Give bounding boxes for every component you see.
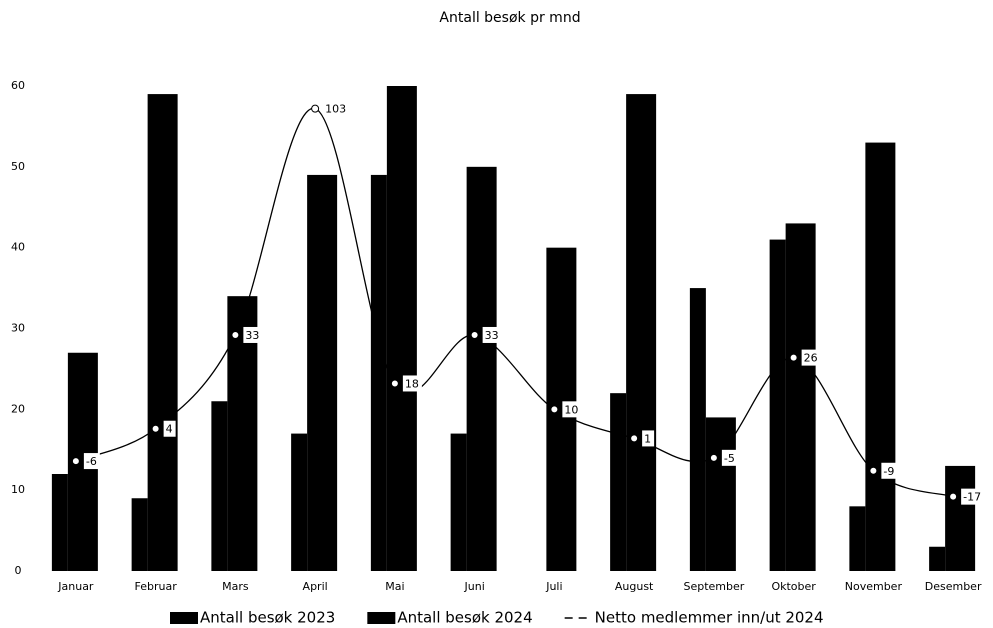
line-point bbox=[231, 330, 240, 339]
line-point bbox=[470, 330, 479, 339]
label-bg bbox=[83, 453, 100, 470]
data-label: -5 bbox=[724, 452, 735, 465]
bar bbox=[945, 465, 976, 571]
y-tick-label: 10 bbox=[11, 483, 25, 496]
label-bg bbox=[243, 326, 263, 343]
label-bg bbox=[482, 326, 502, 343]
x-tick-label: Juni bbox=[464, 580, 485, 593]
label-bg bbox=[402, 375, 422, 392]
legend-swatch bbox=[170, 612, 198, 624]
data-label: -6 bbox=[86, 455, 97, 468]
line bbox=[75, 107, 954, 498]
y-tick-label: 30 bbox=[11, 322, 25, 335]
data-label: -9 bbox=[883, 465, 894, 478]
line-point bbox=[151, 424, 160, 433]
bar bbox=[785, 223, 816, 571]
line-point bbox=[869, 466, 878, 475]
chart-title: Antall besøk pr mnd bbox=[439, 10, 580, 26]
x-tick-label: Mars bbox=[222, 580, 249, 593]
bar bbox=[211, 401, 228, 571]
x-tick-label: April bbox=[303, 580, 328, 593]
x-tick-label: September bbox=[683, 580, 744, 593]
data-label: 26 bbox=[804, 352, 818, 365]
bar bbox=[386, 86, 417, 571]
bar bbox=[450, 433, 467, 571]
data-label: 18 bbox=[405, 377, 419, 390]
bar bbox=[626, 94, 657, 571]
legend-swatch bbox=[367, 612, 396, 624]
label-bg bbox=[642, 430, 655, 447]
bar bbox=[147, 94, 178, 571]
y-tick-label: 50 bbox=[11, 160, 25, 173]
bar bbox=[131, 498, 148, 571]
line-point bbox=[71, 457, 80, 466]
line-point bbox=[550, 405, 559, 414]
x-tick-label: Juli bbox=[545, 580, 562, 593]
data-label: 1 bbox=[644, 432, 651, 445]
label-bg bbox=[323, 100, 350, 117]
bar bbox=[705, 417, 736, 571]
bar bbox=[929, 546, 946, 571]
x-tick-label: Mai bbox=[385, 580, 404, 593]
legend-label: Netto medlemmer inn/ut 2024 bbox=[595, 609, 824, 627]
line-point bbox=[311, 104, 320, 113]
label-bg bbox=[721, 449, 738, 466]
x-tick-label: Oktober bbox=[771, 580, 816, 593]
x-tick-label: Desember bbox=[925, 580, 982, 593]
data-label: -17 bbox=[963, 491, 981, 504]
y-tick-label: 20 bbox=[11, 402, 25, 415]
line-point bbox=[630, 434, 639, 443]
y-tick-label: 60 bbox=[11, 79, 25, 92]
bar bbox=[466, 166, 497, 572]
bar bbox=[849, 506, 866, 571]
data-label: 103 bbox=[325, 103, 346, 116]
y-tick-label: 40 bbox=[11, 241, 25, 254]
bar bbox=[307, 174, 338, 571]
bar bbox=[291, 433, 308, 571]
x-tick-label: August bbox=[615, 580, 654, 593]
legend-label: Antall besøk 2023 bbox=[200, 609, 335, 627]
bar bbox=[865, 142, 896, 572]
line-point bbox=[949, 492, 958, 501]
bar bbox=[51, 474, 68, 571]
label-bg bbox=[881, 462, 898, 479]
label-bg bbox=[801, 349, 821, 366]
bar bbox=[689, 288, 706, 571]
legend-label: Antall besøk 2024 bbox=[397, 609, 532, 627]
label-bg bbox=[961, 488, 985, 505]
x-tick-label: November bbox=[845, 580, 903, 593]
data-label: 4 bbox=[166, 423, 173, 436]
line-point bbox=[709, 453, 718, 462]
line-point bbox=[390, 379, 399, 388]
line-point bbox=[789, 353, 798, 362]
x-tick-label: Januar bbox=[57, 580, 94, 593]
data-label: 33 bbox=[245, 329, 259, 342]
data-label: 10 bbox=[564, 403, 578, 416]
bar bbox=[370, 174, 387, 571]
bar bbox=[610, 393, 627, 571]
label-bg bbox=[163, 420, 176, 437]
label-bg bbox=[562, 401, 582, 418]
bar bbox=[769, 239, 786, 572]
x-tick-label: Februar bbox=[135, 580, 178, 593]
data-label: 33 bbox=[485, 329, 499, 342]
y-tick-label: 0 bbox=[15, 564, 22, 577]
